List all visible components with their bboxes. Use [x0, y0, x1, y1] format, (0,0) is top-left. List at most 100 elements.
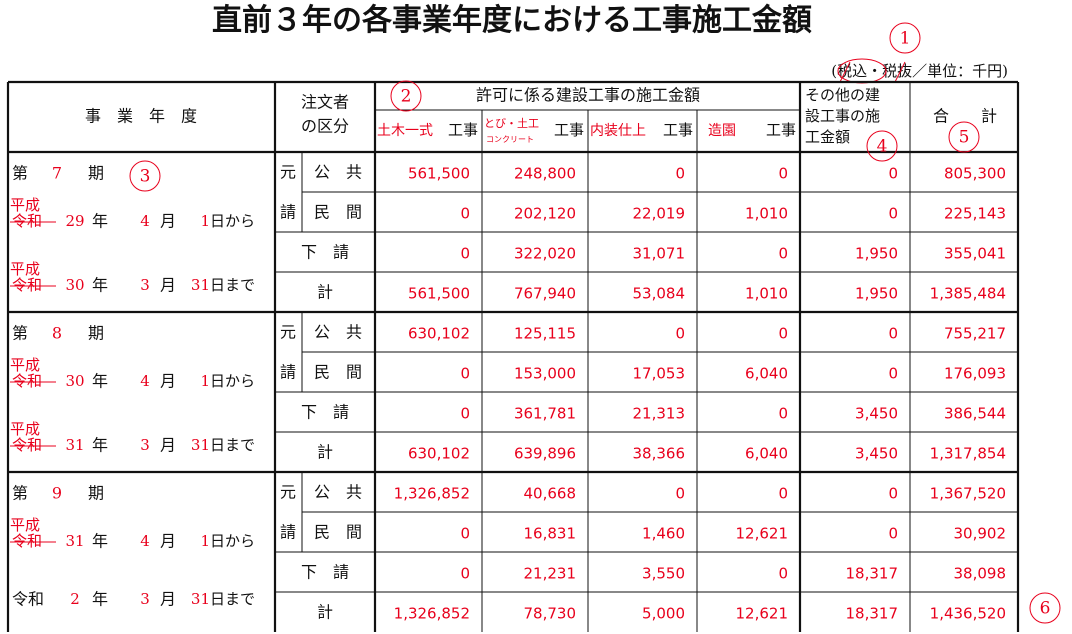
cell-value: 0 [778, 405, 788, 423]
cell-value: 386,544 [944, 405, 1006, 423]
cell-value: 153,000 [514, 365, 576, 383]
cell-value: 0 [460, 405, 470, 423]
text: 9 [52, 484, 62, 503]
cell-value: 0 [888, 165, 898, 183]
text: 1 [900, 29, 911, 49]
cell-value: 561,500 [408, 285, 470, 303]
cell-value: 767,940 [514, 285, 576, 303]
unit-note: (税込・税抜／単位：千円) [831, 62, 1008, 80]
text: 日から [210, 532, 255, 550]
text: 平成 [10, 196, 40, 214]
text: 計 [317, 443, 333, 462]
text: 公 共 [314, 483, 362, 502]
text: 第 [12, 484, 28, 503]
cell-value: 40,668 [524, 485, 577, 503]
text: 日から [210, 372, 255, 390]
cell-value: 3,450 [855, 405, 898, 423]
text: とび・土工 [484, 117, 539, 130]
text: 日から [210, 212, 255, 230]
cell-value: 225,143 [944, 205, 1006, 223]
cell-value: 0 [460, 205, 470, 223]
text: 30 [65, 372, 84, 390]
cell-value: 0 [675, 325, 685, 343]
text: 年 [92, 372, 108, 391]
text: 1 [200, 372, 210, 390]
cell-value: 0 [888, 325, 898, 343]
text: 31 [65, 532, 84, 550]
text: 請 [280, 363, 296, 382]
text: 2 [401, 87, 412, 107]
text: 元 [280, 163, 296, 182]
text: 年 [92, 276, 108, 295]
text: 請 [280, 523, 296, 542]
text: 令和 [12, 532, 42, 550]
text: 合 計 [933, 107, 997, 126]
note-slash [839, 61, 851, 83]
text: 土木一式 [377, 123, 433, 139]
marker-circle [889, 22, 921, 54]
text: 4 [140, 212, 150, 230]
marker-circle [1029, 592, 1061, 624]
text: 31 [191, 276, 210, 294]
text: その他の建 [805, 86, 880, 104]
text: 令和 [12, 212, 42, 230]
text: 計 [317, 603, 333, 622]
text: 令和 [12, 590, 44, 609]
cell-value: 3,550 [642, 565, 685, 583]
cell-value: 30,902 [954, 525, 1007, 543]
note-slash [894, 61, 906, 83]
cell-value: 0 [888, 365, 898, 383]
cell-value: 18,317 [846, 605, 899, 623]
text: 日まで [210, 590, 255, 608]
text: 3 [140, 590, 150, 608]
cell-value: 630,102 [408, 445, 470, 463]
cell-value: 0 [778, 325, 788, 343]
text: 月 [160, 212, 176, 231]
text: 5 [959, 128, 970, 148]
text: 月 [160, 276, 176, 295]
text: 下 請 [301, 403, 349, 422]
text: 公 共 [314, 323, 362, 342]
text: 民 間 [314, 523, 362, 542]
cell-value: 0 [888, 485, 898, 503]
text: 令和 [12, 436, 42, 454]
cell-value: 18,317 [846, 565, 899, 583]
text: 下 請 [301, 243, 349, 262]
cell-value: 22,019 [633, 205, 686, 223]
text: 日まで [210, 276, 255, 294]
text: 月 [160, 372, 176, 391]
cell-value: 1,010 [745, 205, 788, 223]
text: 事 業 年 度 [85, 107, 197, 126]
cell-value: 0 [888, 205, 898, 223]
cell-value: 38,098 [954, 565, 1007, 583]
cell-value: 6,040 [745, 365, 788, 383]
text: 期 [88, 484, 104, 503]
marker-circle [390, 80, 422, 112]
cell-value: 17,053 [633, 365, 686, 383]
cell-value: 12,621 [736, 605, 789, 623]
text: の区分 [301, 117, 349, 136]
cell-value: 1,950 [855, 245, 898, 263]
text: 年 [92, 436, 108, 455]
text: コンクリート [486, 135, 534, 144]
cell-value: 1,326,852 [394, 605, 470, 623]
cell-value: 630,102 [408, 325, 470, 343]
cell-value: 0 [778, 485, 788, 503]
text: 31 [65, 436, 84, 454]
cell-value: 561,500 [408, 165, 470, 183]
marker-circle [948, 121, 980, 153]
marker-circle [866, 130, 898, 162]
text: 月 [160, 532, 176, 551]
text: 2 [70, 590, 80, 608]
text: 第 [12, 324, 28, 343]
cell-value: 0 [675, 165, 685, 183]
cell-value: 361,781 [514, 405, 576, 423]
cell-value: 0 [460, 365, 470, 383]
cell-value: 755,217 [944, 325, 1006, 343]
text: 平成 [10, 516, 40, 534]
text: 工事 [766, 121, 796, 139]
text: 6 [1040, 599, 1051, 619]
cell-value: 21,231 [524, 565, 577, 583]
cell-value: 1,436,520 [930, 605, 1006, 623]
